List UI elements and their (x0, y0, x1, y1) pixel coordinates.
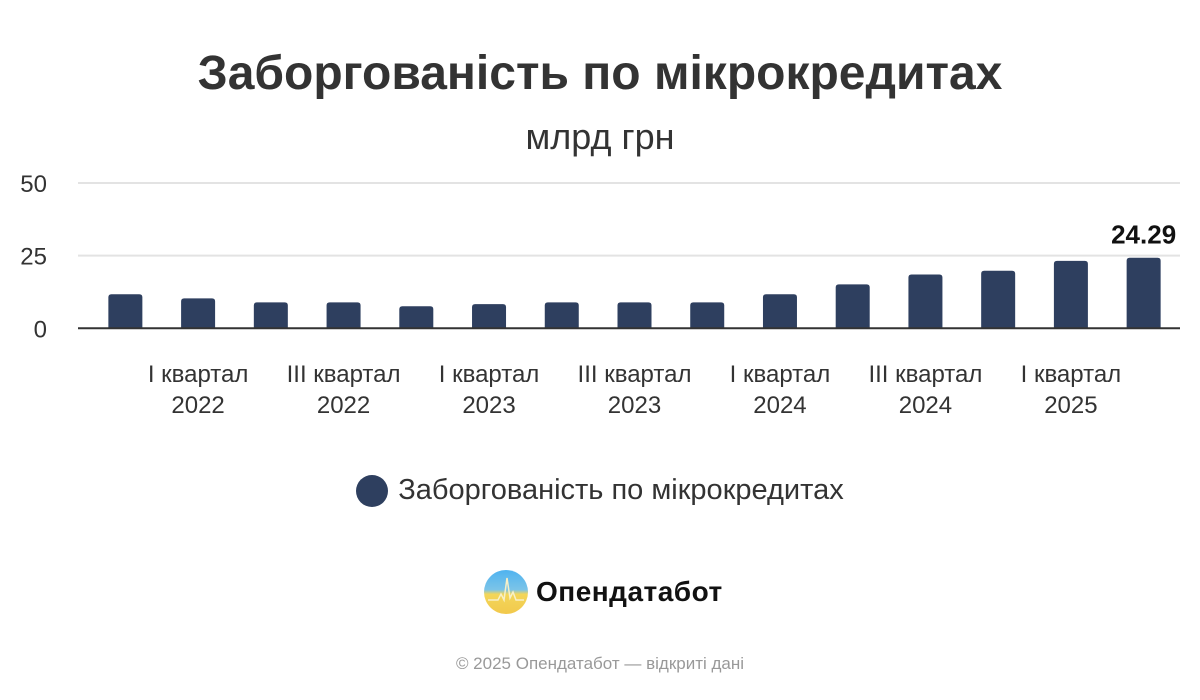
x-tick-label: 2023 (462, 392, 515, 419)
x-tick-label: 2025 (1044, 392, 1097, 419)
bar-chart: 0 25 50 24.29 I квартал 2022 III квартал 2022 I … (20, 171, 1180, 419)
x-tick-label: 2022 (171, 392, 224, 419)
bar (1126, 257, 1161, 329)
x-tick-label: I квартал (1021, 361, 1122, 388)
x-tick-label: III квартал (868, 361, 982, 388)
bar (253, 302, 288, 329)
x-tick-label: 2024 (753, 392, 806, 419)
logo-icon (484, 570, 528, 614)
x-tick-label: 2023 (608, 392, 661, 419)
bar (326, 302, 361, 329)
x-tick-label: I квартал (730, 361, 831, 388)
bar (908, 274, 943, 329)
bar (981, 270, 1016, 329)
x-tick-label: 2024 (899, 392, 952, 419)
y-tick-label: 25 (20, 244, 47, 271)
chart-title: Заборгованість по мікрокредитах (197, 47, 1003, 100)
bar (835, 284, 870, 329)
bar (762, 294, 797, 329)
legend-label: Заборгованість по мікрокредитах (398, 474, 844, 506)
x-tick-label: 2022 (317, 392, 370, 419)
bar (399, 306, 434, 329)
data-label: 24.29 (1111, 220, 1176, 250)
footer-copyright: © 2025 Опендатабот — відкриті дані (455, 654, 745, 673)
bar (544, 302, 579, 329)
bar (1053, 260, 1088, 329)
x-tick-label: I квартал (148, 361, 249, 388)
bar (617, 302, 652, 329)
bar (690, 302, 725, 329)
y-tick-label: 0 (34, 316, 47, 343)
x-tick-label: I квартал (439, 361, 540, 388)
legend-marker-icon (356, 474, 389, 507)
brand-name: Опендатабот (536, 576, 723, 607)
x-tick-label: III квартал (578, 361, 692, 388)
bar (181, 298, 216, 329)
bar (108, 294, 143, 329)
chart-subtitle: млрд грн (525, 116, 675, 157)
legend[interactable]: Заборгованість по мікрокредитах (0, 474, 1200, 507)
bar (472, 304, 507, 329)
x-tick-label: III квартал (287, 361, 401, 388)
brand-logo: Опендатабот (484, 570, 723, 614)
y-tick-label: 50 (20, 171, 47, 198)
